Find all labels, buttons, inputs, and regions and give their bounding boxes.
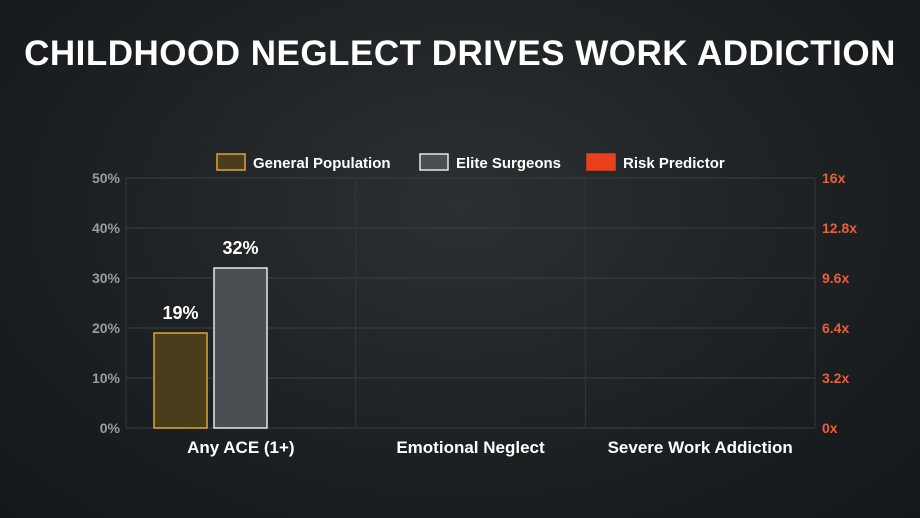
y-right-tick-label: 12.8x (822, 220, 857, 236)
bar-elite-surgeons (213, 267, 268, 429)
y-right-tick-label: 3.2x (822, 370, 849, 386)
y-right-tick-label: 9.6x (822, 270, 849, 286)
bar-data-label: 32% (222, 238, 258, 258)
x-category-label: Any ACE (1+) (187, 438, 295, 457)
y-left-tick-label: 50% (92, 170, 121, 186)
y-left-tick-label: 10% (92, 370, 121, 386)
y-left-tick-label: 40% (92, 220, 121, 236)
bar-data-label: 19% (162, 303, 198, 323)
legend-label: Risk Predictor (623, 155, 725, 172)
y-right-tick-label: 16x (822, 170, 846, 186)
y-right-tick-label: 0x (822, 420, 838, 436)
y-left-tick-label: 20% (92, 320, 121, 336)
y-left-tick-label: 0% (100, 420, 121, 436)
chart-title: CHILDHOOD NEGLECT DRIVES WORK ADDICTION (24, 34, 896, 73)
bar-general-population (153, 332, 208, 429)
y-right-tick-label: 6.4x (822, 320, 849, 336)
y-left-tick-label: 30% (92, 270, 121, 286)
x-category-label: Emotional Neglect (396, 438, 545, 457)
legend-label: General Population (253, 155, 391, 172)
legend-swatch (586, 153, 616, 171)
legend-swatch (419, 153, 449, 171)
legend-swatch (216, 153, 246, 171)
legend-label: Elite Surgeons (456, 155, 561, 172)
x-category-label: Severe Work Addiction (608, 438, 793, 457)
